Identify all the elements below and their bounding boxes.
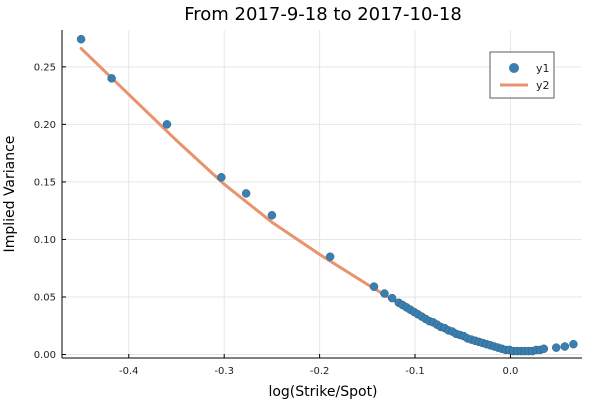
series-line-y2: [79, 46, 541, 353]
data-point-y1: [107, 74, 116, 83]
x-tick-label: -0.1: [405, 366, 425, 377]
y-tick-label: 0.20: [34, 120, 56, 131]
data-point-y1: [76, 34, 86, 44]
x-tick-label: -0.2: [310, 366, 330, 377]
data-point-y1: [325, 252, 335, 261]
y-axis-label: Implied Variance: [2, 136, 18, 253]
y-tick-label: 0.15: [34, 177, 56, 188]
data-point-y1: [387, 293, 397, 303]
y-tick-label: 0.05: [34, 293, 56, 304]
data-point-y1: [267, 211, 277, 220]
data-point-y1: [560, 342, 570, 351]
y-tick-label: 0.25: [34, 62, 56, 73]
data-point-y1: [217, 173, 226, 182]
legend-marker-y1: [509, 63, 519, 73]
data-point-y1: [241, 189, 251, 198]
series-layer: [76, 34, 578, 356]
y-tick-label: 0.10: [34, 235, 56, 246]
data-point-y1: [539, 344, 549, 354]
legend-box: [489, 51, 555, 99]
x-axis-label: log(Strike/Spot): [268, 384, 377, 400]
grid-layer: [62, 30, 582, 358]
y-tick-label: 0.00: [34, 350, 56, 361]
chart-title: From 2017-9-18 to 2017-10-18: [184, 4, 462, 25]
ticks-layer: -0.4 -0.3 -0.2 -0.1 0.0 0.00 0.05 0.10 0.15 0.20 0…: [34, 62, 519, 377]
data-point-y1: [162, 120, 172, 129]
x-tick-label: -0.3: [214, 366, 234, 377]
legend-label-y1: y1: [536, 62, 550, 75]
axes-layer: [61, 30, 582, 359]
data-point-y1: [380, 289, 389, 298]
data-point-y1: [369, 282, 379, 291]
x-tick-label: -0.4: [119, 366, 139, 377]
data-point-y1: [569, 339, 578, 349]
data-point-y1: [551, 343, 561, 352]
x-tick-label: 0.0: [502, 366, 518, 377]
legend-label-y2: y2: [536, 79, 550, 92]
